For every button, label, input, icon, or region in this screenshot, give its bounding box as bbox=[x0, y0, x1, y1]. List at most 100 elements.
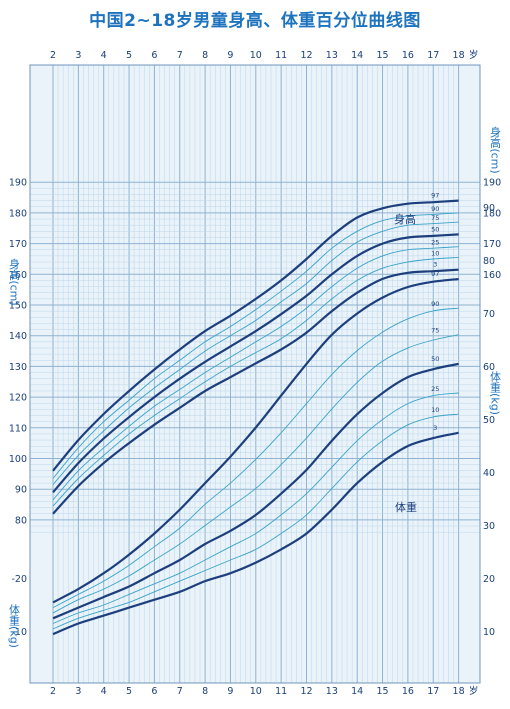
x-tick-label-top: 10 bbox=[250, 50, 262, 61]
x-tick-label-bottom: 10 bbox=[250, 686, 262, 697]
height-tick-label-right: 160 bbox=[483, 270, 501, 281]
x-tick-label-bottom: 8 bbox=[202, 686, 208, 697]
x-tick-label-top: 7 bbox=[177, 50, 183, 61]
height-percentile-75-label: 75 bbox=[431, 214, 439, 222]
height-tick-label-left: 150 bbox=[9, 301, 27, 312]
height-percentile-75-line bbox=[52, 221, 459, 485]
x-tick-label-top: 16 bbox=[402, 50, 414, 61]
weight-axis-label-right: 体重(kg) bbox=[489, 370, 502, 415]
x-tick-label-top: 5 bbox=[126, 50, 132, 61]
height-tick-label-left: 160 bbox=[9, 270, 27, 281]
x-tick-label-top: 4 bbox=[101, 50, 107, 61]
height-axis-label-left: 身高(cm) bbox=[8, 257, 21, 306]
weight-percentile-25-line bbox=[52, 392, 459, 624]
weight-percentile-25-label: 25 bbox=[431, 385, 439, 393]
height-tick-label-right: 190 bbox=[483, 178, 501, 189]
height-percentile-25-label: 25 bbox=[431, 239, 439, 247]
height-tick-label-left: 90 bbox=[15, 485, 27, 496]
weight-percentile-90-label: 90 bbox=[431, 300, 439, 308]
x-tick-label-bottom: 6 bbox=[151, 686, 157, 697]
weight: 3 10 25 50 75 90 97 bbox=[52, 270, 459, 636]
height-curves-label: 身高 bbox=[394, 212, 416, 226]
weight-percentile-3-line bbox=[52, 431, 459, 636]
height-percentile-90-label: 90 bbox=[431, 205, 439, 213]
height-percentile-97-line bbox=[52, 199, 459, 472]
weight-tick-label-right: 20 bbox=[483, 574, 495, 585]
x-tick-label-bottom: 15 bbox=[377, 686, 389, 697]
height-percentile-3-line bbox=[52, 268, 459, 515]
height-percentile-90-line bbox=[52, 212, 459, 479]
height-percentile-10-line bbox=[52, 256, 459, 507]
weight-curves-label: 体重 bbox=[395, 500, 417, 514]
height-tick-label-right: 180 bbox=[483, 208, 501, 219]
weight-axis-label-left: 体重(kg) bbox=[8, 603, 21, 648]
x-tick-label-bottom: 12 bbox=[300, 686, 312, 697]
x-unit-top: 岁 bbox=[469, 49, 479, 61]
height-percentile-25-line bbox=[52, 246, 459, 501]
x-tick-label-top: 6 bbox=[151, 50, 157, 61]
weight-percentile-10-line bbox=[52, 413, 459, 630]
weight-percentile-97-line bbox=[52, 278, 459, 604]
height-percentile-97-label: 97 bbox=[431, 192, 439, 200]
x-tick-label-bottom: 9 bbox=[227, 686, 233, 697]
weight-tick-label-right: 90 bbox=[483, 203, 495, 214]
x-unit-bottom: 岁 bbox=[469, 685, 479, 697]
height-tick-label-left: 130 bbox=[9, 362, 27, 373]
x-tick-label-top: 15 bbox=[377, 50, 389, 61]
weight-tick-label-left: -20 bbox=[11, 574, 27, 585]
x-tick-label-top: 12 bbox=[300, 50, 312, 61]
weight-tick-label-right: 70 bbox=[483, 309, 495, 320]
x-tick-label-bottom: 16 bbox=[402, 686, 414, 697]
height-tick-label-left: 140 bbox=[9, 331, 27, 342]
x-tick-label-bottom: 14 bbox=[351, 686, 363, 697]
x-tick-label-top: 11 bbox=[275, 50, 287, 61]
weight-percentile-50-line bbox=[52, 362, 459, 620]
weight-tick-label-right: 80 bbox=[483, 256, 495, 267]
weight-percentile-90-line bbox=[52, 307, 459, 608]
height-percentile-3-label: 3 bbox=[433, 261, 437, 269]
weight-tick-label-right: 40 bbox=[483, 468, 495, 479]
weight-tick-label-left: -10 bbox=[11, 627, 27, 638]
plot-background bbox=[30, 65, 480, 683]
weight-percentile-75-label: 75 bbox=[431, 327, 439, 335]
weight-tick-label-right: 30 bbox=[483, 521, 495, 532]
x-tick-label-bottom: 7 bbox=[177, 686, 183, 697]
height-tick-label-left: 80 bbox=[15, 515, 27, 526]
x-tick-label-top: 17 bbox=[427, 50, 439, 61]
x-tick-label-bottom: 11 bbox=[275, 686, 287, 697]
weight-tick-label-right: 50 bbox=[483, 415, 495, 426]
weight-tick-label-right: 10 bbox=[483, 627, 495, 638]
weight-tick-label-right: 60 bbox=[483, 362, 495, 373]
grid bbox=[30, 65, 480, 683]
plot-frame bbox=[29, 64, 481, 684]
weight-percentile-97-label: 97 bbox=[431, 270, 439, 278]
x-tick-label-top: 9 bbox=[227, 50, 233, 61]
height-tick-label-right: 170 bbox=[483, 239, 501, 250]
x-tick-label-top: 18 bbox=[453, 50, 465, 61]
x-tick-label-top: 2 bbox=[50, 50, 56, 61]
x-tick-label-top: 14 bbox=[351, 50, 363, 61]
height-tick-label-left: 120 bbox=[9, 393, 27, 404]
weight-percentile-3-label: 3 bbox=[433, 424, 437, 432]
chart-title: 中国2~18岁男童身高、体重百分位曲线图 bbox=[89, 11, 421, 31]
weight-percentile-75-line bbox=[52, 334, 459, 614]
x-tick-label-top: 8 bbox=[202, 50, 208, 61]
height-tick-label-left: 170 bbox=[9, 239, 27, 250]
x-tick-label-top: 13 bbox=[326, 50, 338, 61]
x-tick-label-bottom: 13 bbox=[326, 686, 338, 697]
x-tick-label-bottom: 5 bbox=[126, 686, 132, 697]
height-tick-label-left: 100 bbox=[9, 454, 27, 465]
weight-percentile-50-label: 50 bbox=[431, 355, 439, 363]
x-tick-label-bottom: 17 bbox=[427, 686, 439, 697]
weight-percentile-10-label: 10 bbox=[431, 406, 439, 414]
x-tick-label-top: 3 bbox=[75, 50, 81, 61]
x-tick-label-bottom: 2 bbox=[50, 686, 56, 697]
x-tick-label-bottom: 3 bbox=[75, 686, 81, 697]
height-percentile-50-label: 50 bbox=[431, 225, 439, 233]
x-tick-label-bottom: 18 bbox=[453, 686, 465, 697]
height-axis-label-right: 身高(cm) bbox=[489, 125, 502, 174]
x-tick-label-bottom: 4 bbox=[101, 686, 107, 697]
height-tick-label-left: 180 bbox=[9, 208, 27, 219]
